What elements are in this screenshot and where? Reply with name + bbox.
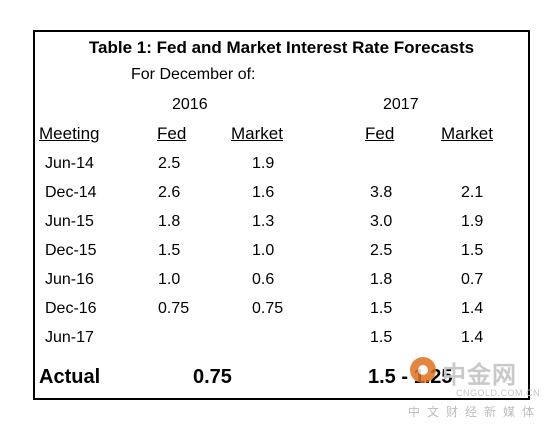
fed-2017-cell: 1.5 bbox=[370, 329, 393, 346]
fed-2017-cell: 2.5 bbox=[370, 242, 393, 259]
fed-2016-cell: 1.5 bbox=[158, 242, 181, 259]
fed-2017-cell: 3.0 bbox=[370, 213, 393, 230]
market-2016-cell: 1.3 bbox=[252, 213, 275, 230]
table-title: Table 1: Fed and Market Interest Rate Fo… bbox=[88, 38, 475, 57]
header-fed-2017: Fed bbox=[365, 124, 395, 143]
fed-2017-cell: 1.5 bbox=[370, 300, 393, 317]
market-2017-cell: 1.9 bbox=[461, 213, 484, 230]
table-row: Dec-14 2.6 1.6 3.8 2.1 bbox=[35, 184, 528, 210]
market-2016-cell: 1.0 bbox=[252, 242, 275, 259]
meeting-cell: Dec-15 bbox=[45, 242, 97, 259]
header-market-2017: Market bbox=[441, 124, 493, 143]
fed-2016-cell: 2.5 bbox=[158, 155, 181, 172]
actual-2016-value: 0.75 bbox=[193, 366, 232, 388]
market-2016-cell: 1.6 bbox=[252, 184, 275, 201]
forecast-table: Table 1: Fed and Market Interest Rate Fo… bbox=[33, 30, 530, 400]
meeting-cell: Dec-16 bbox=[45, 300, 97, 317]
table-row: Dec-16 0.75 0.75 1.5 1.4 bbox=[35, 300, 528, 326]
watermark-tagline: 中文财经新媒体 bbox=[408, 405, 542, 419]
fed-2017-cell: 3.8 bbox=[370, 184, 393, 201]
fed-2016-cell: 2.6 bbox=[158, 184, 181, 201]
meeting-cell: Jun-17 bbox=[45, 329, 94, 346]
watermark-logo-icon bbox=[410, 357, 436, 383]
header-fed-2016: Fed bbox=[157, 124, 187, 143]
year-2016-label: 2016 bbox=[172, 96, 208, 113]
table-subtitle: For December of: bbox=[131, 66, 256, 83]
meeting-cell: Jun-16 bbox=[45, 271, 94, 288]
meeting-cell: Dec-14 bbox=[45, 184, 97, 201]
fed-2017-cell: 1.8 bbox=[370, 271, 393, 288]
table-row: Jun-17 1.5 1.4 bbox=[35, 329, 528, 355]
fed-2016-cell: 0.75 bbox=[158, 300, 190, 317]
market-2017-cell: 1.4 bbox=[461, 300, 484, 317]
market-2017-cell: 1.5 bbox=[461, 242, 484, 259]
year-2017-label: 2017 bbox=[383, 96, 419, 113]
market-2017-cell: 0.7 bbox=[461, 271, 484, 288]
market-2016-cell: 0.75 bbox=[252, 300, 284, 317]
table-row: Dec-15 1.5 1.0 2.5 1.5 bbox=[35, 242, 528, 268]
fed-2016-cell: 1.8 bbox=[158, 213, 181, 230]
header-meeting: Meeting bbox=[39, 124, 100, 143]
watermark: 中金网 CNGOLD.COM.CN 中文财经新媒体 bbox=[408, 355, 559, 432]
meeting-cell: Jun-15 bbox=[45, 213, 94, 230]
header-market-2016: Market bbox=[231, 124, 283, 143]
actual-label: Actual bbox=[39, 366, 101, 388]
market-2017-cell: 1.4 bbox=[461, 329, 484, 346]
table-row: Jun-16 1.0 0.6 1.8 0.7 bbox=[35, 271, 528, 297]
meeting-cell: Jun-14 bbox=[45, 155, 94, 172]
market-2016-cell: 0.6 bbox=[252, 271, 275, 288]
table-row: Jun-14 2.5 1.9 bbox=[35, 155, 528, 181]
fed-2016-cell: 1.0 bbox=[158, 271, 181, 288]
watermark-url: CNGOLD.COM.CN bbox=[456, 388, 541, 398]
market-2016-cell: 1.9 bbox=[252, 155, 275, 172]
watermark-brand: 中金网 bbox=[442, 362, 517, 389]
table-row: Jun-15 1.8 1.3 3.0 1.9 bbox=[35, 213, 528, 239]
market-2017-cell: 2.1 bbox=[461, 184, 484, 201]
